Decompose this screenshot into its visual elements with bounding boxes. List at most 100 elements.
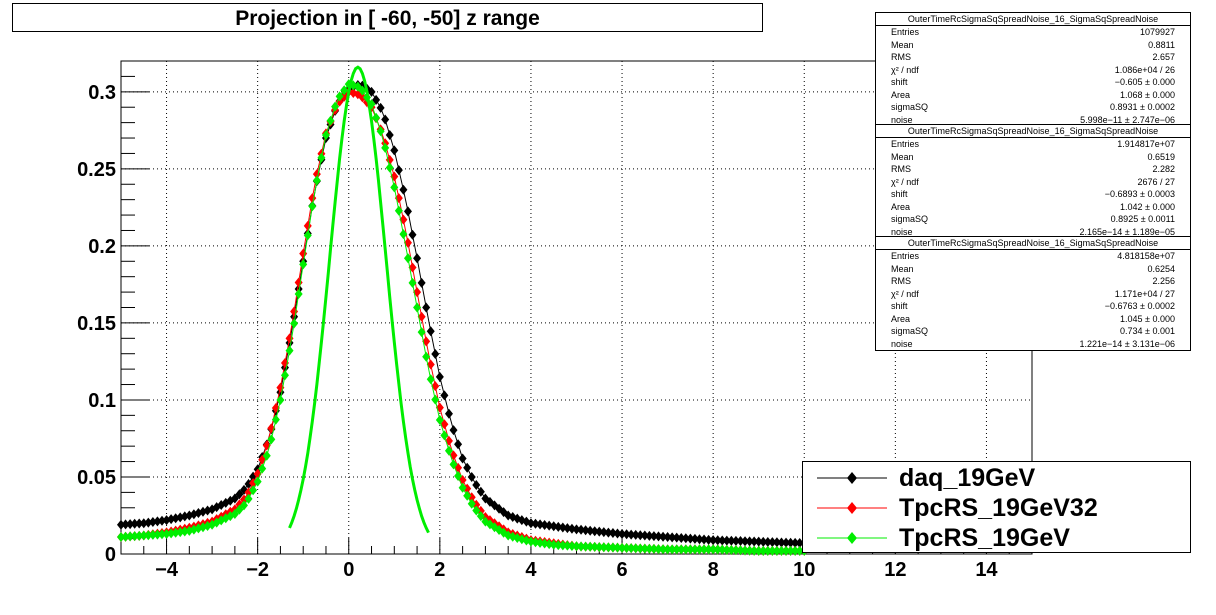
data-point [590,541,599,552]
data-point [331,101,340,112]
data-point [649,531,658,542]
data-point [727,535,736,546]
data-point [786,545,795,556]
data-point [622,542,631,553]
stats-label: noise [891,338,913,349]
stats-row: sigmaSQ 0.8931 ± 0.0002 [876,101,1190,114]
data-point [476,511,485,522]
legend-label-tpcrs-32: TpcRS_19GeV32 [899,494,1098,522]
data-point [422,351,431,362]
data-point [586,541,595,552]
stats-label: sigmaSQ [891,326,929,336]
legend-label-daq: daq_19GeV [899,464,1036,492]
stats-row: RMS 2.282 [876,163,1190,176]
data-point [745,536,754,547]
data-point [531,518,540,529]
data-point [536,519,545,530]
data-point [754,536,763,547]
data-point [271,414,280,425]
data-point [472,479,481,490]
data-point [426,326,435,337]
data-point [267,434,276,445]
data-point [791,537,800,548]
data-point [408,277,417,288]
stats-row: Entries 1079927 [876,26,1190,39]
data-point [713,535,722,546]
data-point [645,543,654,554]
data-point [467,498,476,509]
data-point [230,508,239,519]
data-point [413,302,422,313]
data-point [230,493,239,504]
x-tick-label: 2 [434,559,445,581]
fit-curve [288,65,430,534]
stats-row: noise 2.165e−14 ± 1.189e−05 [876,226,1190,239]
data-point [162,528,171,539]
data-point [235,489,244,500]
data-point [690,544,699,555]
data-point [709,544,718,555]
data-point [672,532,681,543]
stats-label: Entries [891,27,920,37]
stats-label: sigmaSQ [891,214,929,224]
data-point [458,482,467,493]
data-point [340,85,349,96]
data-point [640,530,649,541]
data-point [627,529,636,540]
data-point [381,142,390,153]
data-point [531,537,540,548]
data-point [444,408,453,419]
legend-label-tpcrs: TpcRS_19GeV [899,524,1070,552]
stats-label: Area [891,89,911,100]
data-point [572,541,581,552]
data-point [567,540,576,551]
data-point [672,544,681,555]
stats-value: 2.256 [1152,276,1175,286]
data-point [750,545,759,556]
data-point [677,532,686,543]
data-point [668,544,677,555]
x-tick-label: 0 [343,559,354,581]
data-point [394,165,403,176]
data-point [654,544,663,555]
data-point [171,527,180,538]
data-point [763,545,772,556]
data-point [367,86,376,97]
data-point [581,541,590,552]
data-point [280,370,289,381]
x-tick-label: 12 [884,559,906,581]
data-point [631,529,640,540]
stats-label: Mean [891,39,914,50]
data-point [745,545,754,556]
y-tick-label: 0.2 [88,236,116,258]
data-point [554,521,563,532]
data-point [290,311,299,322]
stats-label: χ² / ndf [891,288,919,299]
chart-title: Projection in [ -60, -50] z range [12,3,763,32]
data-point [472,505,481,516]
data-point [722,535,731,546]
data-point [157,529,166,540]
stats-label: sigmaSQ [891,102,929,112]
stats-label: noise [891,226,913,237]
data-point [431,349,440,360]
data-point [704,544,713,555]
stats-value: 1.042 ± 0.000 [1120,201,1175,212]
data-point [599,542,608,553]
data-point [681,533,690,544]
data-point [144,530,153,541]
stats-value: 1.068 ± 0.000 [1120,89,1175,100]
data-point [731,535,740,546]
data-point [135,518,144,529]
data-point [381,114,390,125]
stats-value: −0.6893 ± 0.0003 [1104,189,1175,199]
data-point [422,302,431,313]
data-point [654,531,663,542]
data-point [403,206,412,217]
stats-value: −0.6763 ± 0.0002 [1104,301,1175,311]
data-point [148,529,157,540]
data-point [435,414,444,425]
data-point [449,459,458,470]
data-point [622,529,631,540]
